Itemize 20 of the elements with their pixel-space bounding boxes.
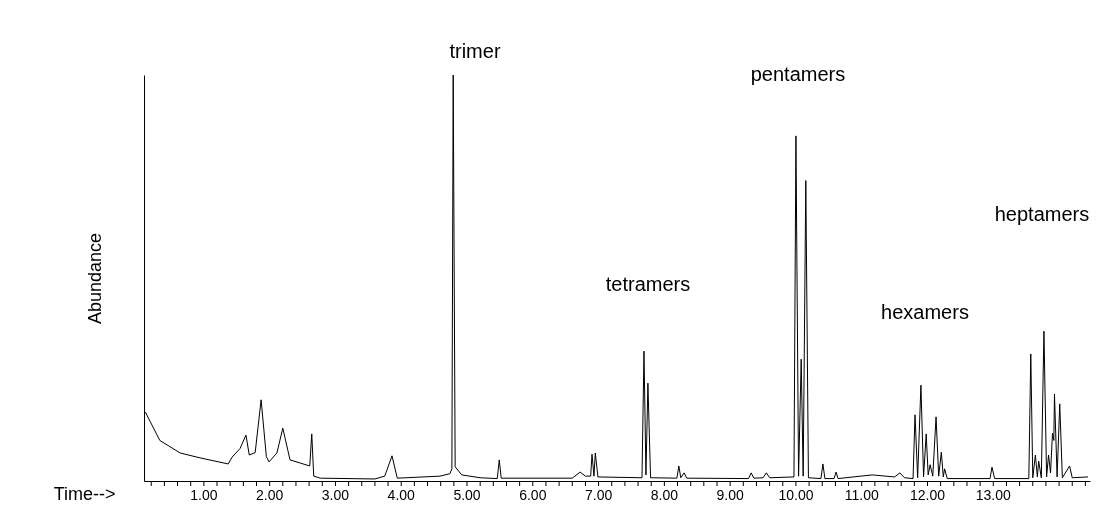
x-tick-label: 13.00 bbox=[975, 487, 1012, 503]
y-axis-title: Abundance bbox=[84, 232, 105, 325]
annotation: hexamers bbox=[881, 301, 969, 323]
x-tick-label: 8.00 bbox=[650, 487, 679, 503]
annotation: pentamers bbox=[750, 63, 846, 85]
x-tick-label: 5.00 bbox=[453, 487, 481, 503]
x-tick-label: 12.00 bbox=[909, 487, 946, 503]
x-tick-label: 9.00 bbox=[716, 487, 744, 503]
x-axis-title: Time--> bbox=[53, 483, 116, 504]
annotation: heptamers bbox=[994, 203, 1090, 225]
x-tick-label: 10.00 bbox=[778, 487, 814, 503]
annotation: tetramers bbox=[605, 273, 691, 295]
text: trimer bbox=[449, 40, 501, 62]
x-tick-label: 4.00 bbox=[387, 487, 416, 503]
x-tick-label: 11.00 bbox=[844, 487, 879, 503]
x-tick-label: 6.00 bbox=[519, 487, 547, 503]
x-tick-label: 2.00 bbox=[256, 487, 284, 503]
x-tick-label: 7.00 bbox=[584, 487, 613, 503]
x-tick-label: 1.00 bbox=[190, 487, 218, 503]
x-tick-label: 3.00 bbox=[321, 487, 350, 503]
